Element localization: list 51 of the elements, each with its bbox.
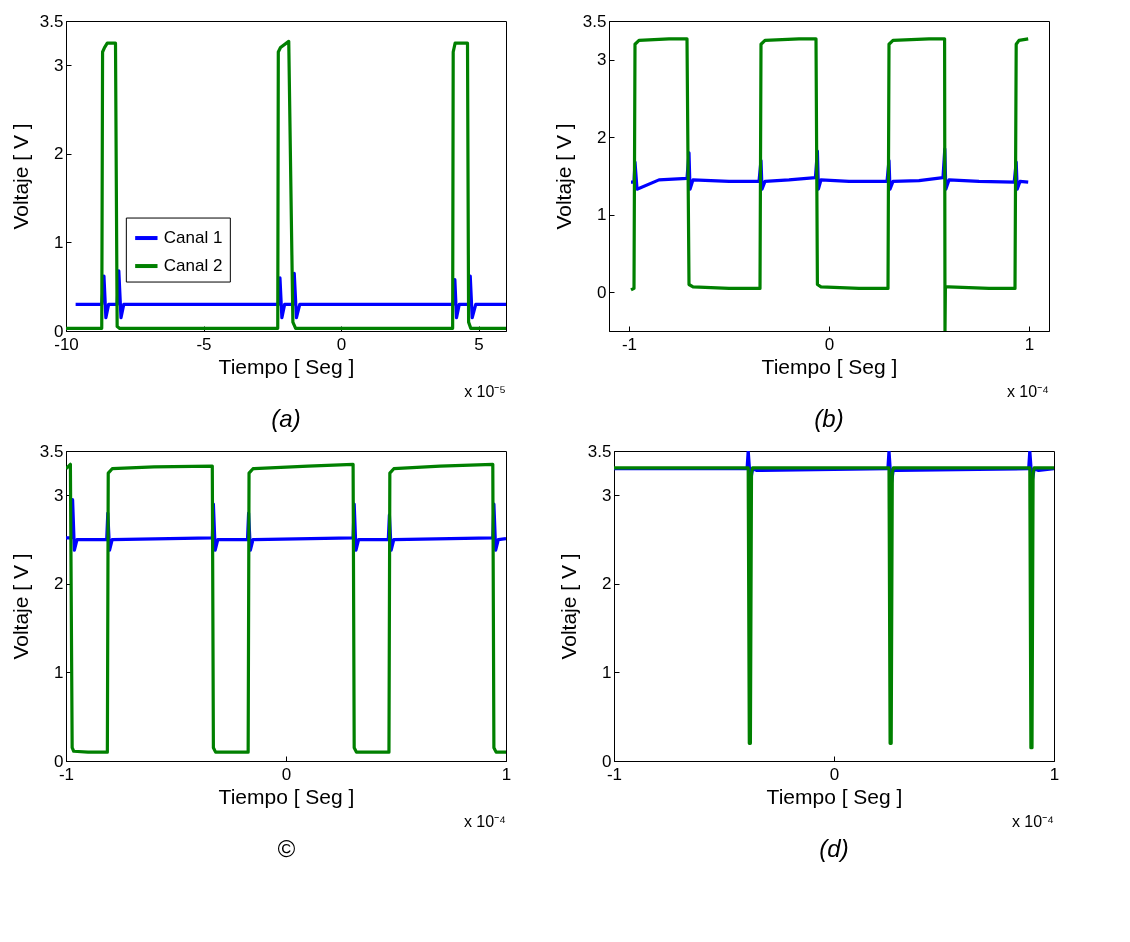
y-tick-label: 3 <box>602 485 612 505</box>
y-tick-label: 3 <box>54 55 64 75</box>
x-tick-label: 1 <box>501 764 512 784</box>
x-tick-label: 1 <box>1049 764 1060 784</box>
y-axis-title: Voltaje [ V ] <box>556 553 580 660</box>
line-series <box>629 37 1030 331</box>
line-series <box>614 466 1054 750</box>
text: (d) <box>819 835 849 862</box>
text: © <box>277 835 296 862</box>
text: x 10⁻⁴ <box>1011 813 1055 830</box>
x-tick-label: 5 <box>474 334 484 354</box>
y-tick-label: 2 <box>54 574 64 594</box>
y-tick-label: 3 <box>54 485 64 505</box>
x-axis-title: Tiempo [ Seg ] <box>761 354 898 378</box>
line-series <box>66 462 506 754</box>
x-axis-title: Tiempo [ Seg ] <box>766 784 903 808</box>
x-tick-label: 0 <box>281 764 292 784</box>
text: x 10⁻⁴ <box>463 813 507 830</box>
y-tick-label: 3.5 <box>39 441 64 461</box>
y-tick-label: 3.5 <box>582 11 607 31</box>
x-tick-label: 0 <box>829 764 840 784</box>
x-tick-label: -1 <box>621 334 638 354</box>
legend-label: Canal 2 <box>163 256 223 276</box>
x-tick-label: -5 <box>196 334 212 354</box>
legend-label: Canal 1 <box>163 228 223 248</box>
text: x 10⁻⁴ <box>1006 383 1050 400</box>
x-tick-label: 0 <box>824 334 835 354</box>
y-tick-label: 0 <box>602 751 612 771</box>
y-tick-label: 1 <box>54 232 64 252</box>
y-tick-label: 1 <box>54 662 64 682</box>
y-tick-label: 2 <box>597 127 607 147</box>
y-axis-title: Voltaje [ V ] <box>551 123 575 230</box>
x-axis-title: Tiempo [ Seg ] <box>218 354 355 378</box>
y-tick-label: 2 <box>54 144 64 164</box>
y-axis-title: Voltaje [ V ] <box>8 123 32 230</box>
line-series <box>66 39 506 330</box>
x-axis-title: Tiempo [ Seg ] <box>218 784 355 808</box>
text: (b) <box>814 405 844 432</box>
y-tick-label: 3.5 <box>587 441 612 461</box>
y-tick-label: 2 <box>602 574 612 594</box>
y-tick-label: 3 <box>597 50 607 70</box>
y-tick-label: 1 <box>597 205 607 225</box>
x-tick-label: 1 <box>1024 334 1035 354</box>
y-tick-label: 3.5 <box>39 11 64 31</box>
y-tick-label: 0 <box>597 282 607 302</box>
y-axis-title: Voltaje [ V ] <box>8 553 32 660</box>
text: (a) <box>271 405 301 432</box>
y-tick-label: 1 <box>602 662 612 682</box>
x-tick-label: 0 <box>336 334 347 354</box>
text: x 10⁻⁵ <box>464 383 506 400</box>
y-tick-label: 0 <box>54 751 64 771</box>
